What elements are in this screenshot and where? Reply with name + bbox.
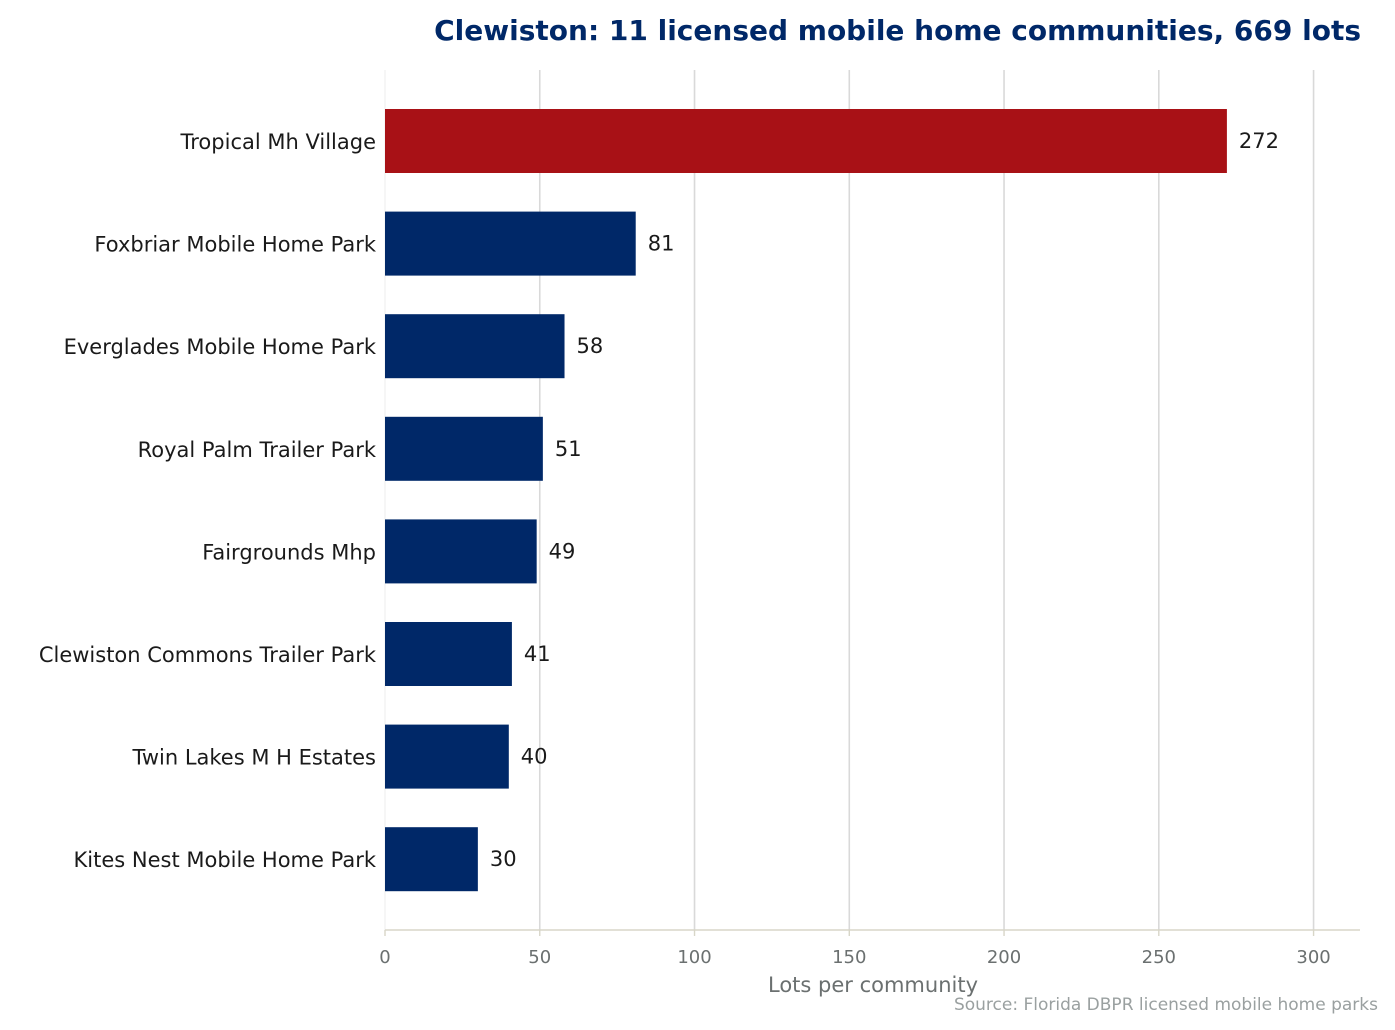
category-label: Clewiston Commons Trailer Park <box>39 643 377 667</box>
x-axis-label: Lots per community <box>768 973 978 997</box>
chart-title: Clewiston: 11 licensed mobile home commu… <box>434 14 1361 47</box>
category-label: Fairgrounds Mhp <box>202 540 376 564</box>
bar <box>385 724 509 789</box>
value-label: 51 <box>555 437 582 461</box>
x-tick-label: 50 <box>528 947 551 968</box>
x-tick-label: 250 <box>1142 947 1176 968</box>
value-label: 30 <box>490 847 517 871</box>
x-tick-label: 300 <box>1296 947 1330 968</box>
category-labels: Tropical Mh Village Foxbriar Mobile Home … <box>39 130 377 872</box>
source-note: Source: Florida DBPR licensed mobile hom… <box>954 995 1378 1015</box>
bars <box>385 109 1227 892</box>
category-label: Royal Palm Trailer Park <box>138 438 377 462</box>
category-label: Foxbriar Mobile Home Park <box>94 233 376 257</box>
value-label: 40 <box>521 745 548 769</box>
x-tick-label: 0 <box>379 947 390 968</box>
x-tick-label: 100 <box>677 947 711 968</box>
bar <box>385 211 636 276</box>
value-labels: 272 81 58 51 49 41 40 30 <box>490 129 1279 871</box>
value-label: 58 <box>577 334 604 358</box>
value-label: 81 <box>648 232 675 256</box>
category-label: Kites Nest Mobile Home Park <box>74 848 377 872</box>
bar <box>385 314 565 379</box>
bar <box>385 416 543 481</box>
category-label: Twin Lakes M H Estates <box>131 746 376 770</box>
value-label: 41 <box>524 642 551 666</box>
value-label: 49 <box>549 539 576 563</box>
bar <box>385 827 478 892</box>
category-label: Everglades Mobile Home Park <box>64 335 377 359</box>
bar <box>385 622 512 686</box>
category-label: Tropical Mh Village <box>180 130 376 154</box>
value-label: 272 <box>1239 129 1279 153</box>
bar <box>385 519 537 584</box>
bar <box>385 109 1227 173</box>
grid-lines <box>384 70 1315 930</box>
x-tick-label: 200 <box>987 947 1021 968</box>
x-tick-labels: 0 50 100 150 200 250 300 <box>379 930 1331 968</box>
x-tick-label: 150 <box>832 947 866 968</box>
